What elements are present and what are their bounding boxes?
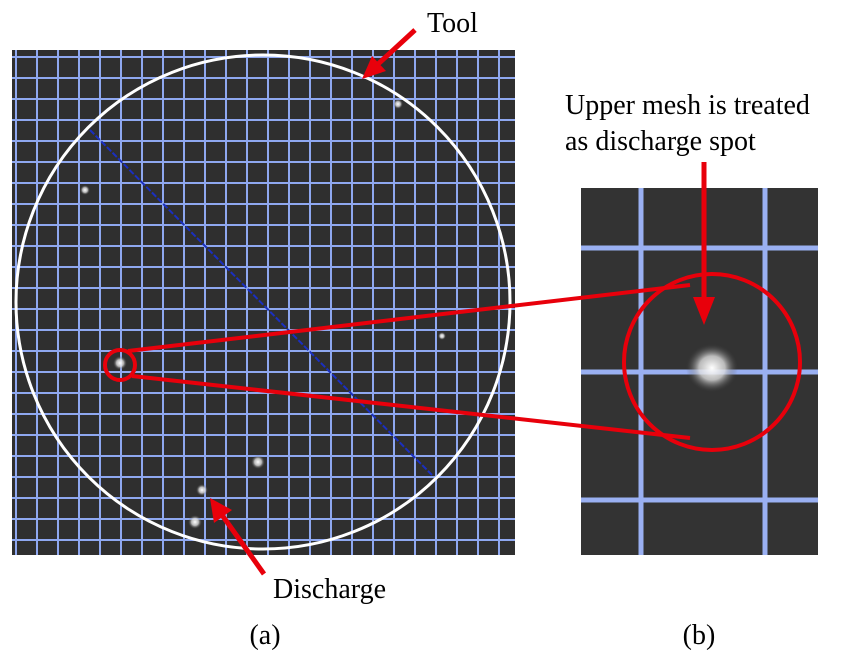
zoom-spot (686, 344, 738, 392)
image-a (12, 50, 515, 555)
caption-a: (a) (249, 620, 280, 650)
caption-b: (b) (683, 620, 716, 650)
label-discharge: Discharge (273, 574, 386, 605)
label-upper-mesh: Upper mesh is treated (565, 90, 810, 121)
label-tool: Tool (427, 8, 478, 39)
figure: Tool Upper mesh is treated as discharge … (0, 0, 858, 650)
label-upper-mesh: as discharge spot (565, 126, 756, 157)
